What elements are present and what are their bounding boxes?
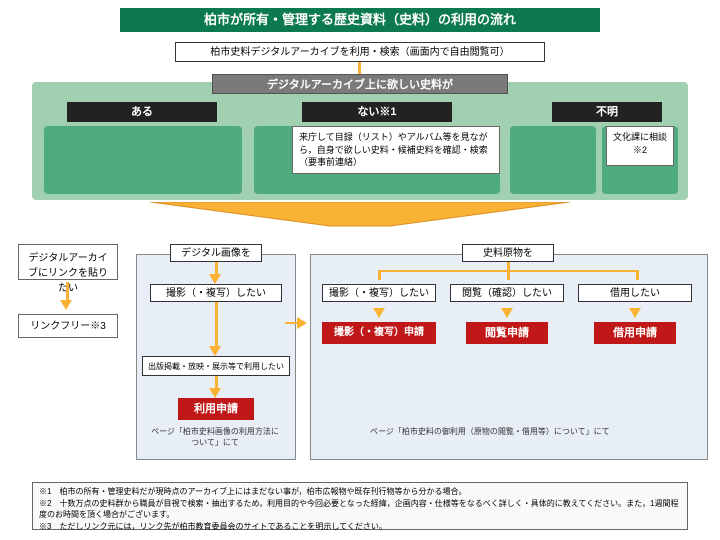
footnote-3: ※3 ただしリンク元には，リンク先が柏市教育委員会のサイトであることを明示してく… xyxy=(39,521,681,533)
arrow-icon xyxy=(209,346,221,356)
col-borrow: 借用したい xyxy=(578,284,692,302)
arrow-icon xyxy=(629,308,641,318)
footnote-2: ※2 十数万点の史料群から職員が目視で検索・抽出するため，利用目的や今回必要とな… xyxy=(39,498,681,521)
connector xyxy=(215,376,218,388)
card-exists xyxy=(44,126,242,194)
connector xyxy=(215,262,218,274)
connector xyxy=(215,302,218,346)
hdr-original: 史料原物を xyxy=(462,244,554,262)
connector xyxy=(285,322,297,324)
cat-exists: ある xyxy=(67,102,217,122)
page-title: 柏市が所有・管理する歴史資料（史料）の利用の流れ xyxy=(120,8,600,32)
sub-publish: 出版掲載・放映・展示等で利用したい xyxy=(142,356,290,376)
connector xyxy=(66,282,69,300)
note-missing: 来庁して目録（リスト）やアルバム等を見ながら，自身で欲しい史料・候補史料を確認・… xyxy=(292,126,500,174)
btn-view-apply[interactable]: 閲覧申請 xyxy=(466,322,548,344)
funnel-arrow xyxy=(150,202,570,232)
footnotes: ※1 柏市の所有・管理史料だが現時点のアーカイブ上にはまだない事が，柏市広報物や… xyxy=(32,482,688,530)
step-search: 柏市史料デジタルアーカイブを利用・検索（画面内で自由閲覧可） xyxy=(175,42,545,62)
sub-shoot: 撮影（・複写）したい xyxy=(150,284,282,302)
page-note-original: ページ「柏市史料の御利用（原物の閲覧・借用等）について」にて xyxy=(370,426,670,437)
connector xyxy=(507,270,510,280)
note-unknown: 文化課に相談※2 xyxy=(606,126,674,166)
arrow-icon xyxy=(209,274,221,284)
arrow-icon xyxy=(297,317,307,329)
connector xyxy=(378,270,381,280)
arrow-icon xyxy=(209,388,221,398)
cat-missing: ない※1 xyxy=(302,102,452,122)
hdr-digital: デジタル画像を xyxy=(170,244,262,262)
connector xyxy=(507,262,510,270)
tag-link: デジタルアーカイブにリンクを貼りたい xyxy=(18,244,118,280)
arrow-icon xyxy=(373,308,385,318)
subheader: デジタルアーカイブ上に欲しい史料が xyxy=(212,74,508,94)
btn-shoot-apply[interactable]: 撮影（・複写）申請 xyxy=(322,322,436,344)
col-shoot: 撮影（・複写）したい xyxy=(322,284,436,302)
col-view: 閲覧（確認）したい xyxy=(450,284,564,302)
btn-use-apply[interactable]: 利用申請 xyxy=(178,398,254,420)
tag-linkfree: リンクフリー※3 xyxy=(18,314,118,338)
availability-box: デジタルアーカイブ上に欲しい史料が ある ない※1 不明 来庁して目録（リスト）… xyxy=(32,82,688,200)
cat-unknown: 不明 xyxy=(552,102,662,122)
connector xyxy=(636,270,639,280)
card-unknown-a xyxy=(510,126,596,194)
footnote-1: ※1 柏市の所有・管理史料だが現時点のアーカイブ上にはまだない事が，柏市広報物や… xyxy=(39,486,681,498)
btn-borrow-apply[interactable]: 借用申請 xyxy=(594,322,676,344)
connector xyxy=(358,62,361,74)
arrow-icon xyxy=(501,308,513,318)
page-note-digital: ページ「柏市史料画像の利用方法について」にて xyxy=(150,426,280,448)
arrow-icon xyxy=(60,300,72,310)
